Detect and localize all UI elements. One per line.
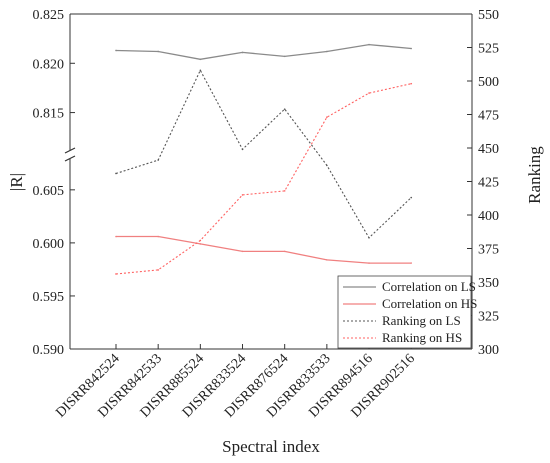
data-point [410,262,413,264]
y-axis-right-title: Ranking [525,146,544,204]
right-tick-label: 350 [478,276,499,291]
data-point [326,50,328,53]
right-tick-label: 525 [478,42,499,57]
axis-break-mark [64,155,76,162]
data-point [157,159,159,161]
data-point [283,190,286,192]
left-tick-label: 0.595 [33,290,65,305]
left-tick-label: 0.590 [33,343,65,358]
series-line [115,43,412,60]
legend: Correlation on LS Correlation on HS Rankin… [337,275,477,349]
data-point [115,235,117,238]
data-point [115,172,117,175]
series-line [115,69,412,239]
right-tick-label: 400 [478,209,499,224]
data-point [199,58,202,61]
series-layer [115,43,413,275]
right-tick-label: 300 [478,343,499,358]
data-point [410,47,413,50]
left-tick-label: 0.605 [33,184,65,199]
data-point [368,92,370,94]
right-tick-label: 450 [478,142,499,157]
legend-label: Correlation on HS [382,296,477,311]
right-tick-label: 500 [478,75,499,90]
data-point [199,239,202,242]
data-point [157,235,159,238]
data-point [115,273,117,275]
axis-break-mark [64,147,76,154]
left-tick-label: 0.600 [33,237,65,252]
data-point [410,82,413,85]
right-tick-label: 550 [478,8,499,23]
data-point [368,262,370,264]
data-point [326,116,328,118]
right-tick-label: 425 [478,176,499,191]
left-tick-label: 0.820 [33,57,65,72]
data-point [326,164,328,167]
data-point [157,50,159,53]
legend-label: Ranking on HS [382,330,462,345]
data-point [368,236,370,239]
right-tick-label: 325 [478,310,499,325]
data-point [241,250,244,253]
legend-box [337,275,472,349]
data-point [115,49,117,52]
data-point [368,43,370,46]
legend-label: Correlation on LS [382,279,476,294]
data-point [199,69,202,72]
right-tick-label: 475 [478,109,499,124]
series-line [115,83,412,275]
left-axis-ticks: 0.815 0.820 0.825 0.590 0.595 0.600 0.605 [33,8,75,358]
data-point [326,259,328,261]
data-point [410,196,413,199]
right-tick-label: 375 [478,243,499,258]
data-point [283,55,286,58]
data-point [241,148,244,151]
data-point [157,269,159,271]
legend-label: Ranking on LS [382,313,461,328]
y-axis-left-title: |R| [7,173,26,191]
data-point [283,108,286,110]
left-tick-label: 0.815 [33,107,65,122]
data-point [283,250,286,253]
series-line [116,235,412,264]
x-axis-title: Spectral index [222,437,320,456]
data-point [241,194,244,196]
right-axis-ticks: 300 325 350 375 400 425 450 475 500 525 550 [467,8,499,358]
left-tick-label: 0.825 [33,8,65,23]
x-axis-ticks: DISRR842524DISRR842533DISRR885524DISRR83… [53,344,418,421]
data-point [241,51,244,54]
data-point [199,243,202,245]
